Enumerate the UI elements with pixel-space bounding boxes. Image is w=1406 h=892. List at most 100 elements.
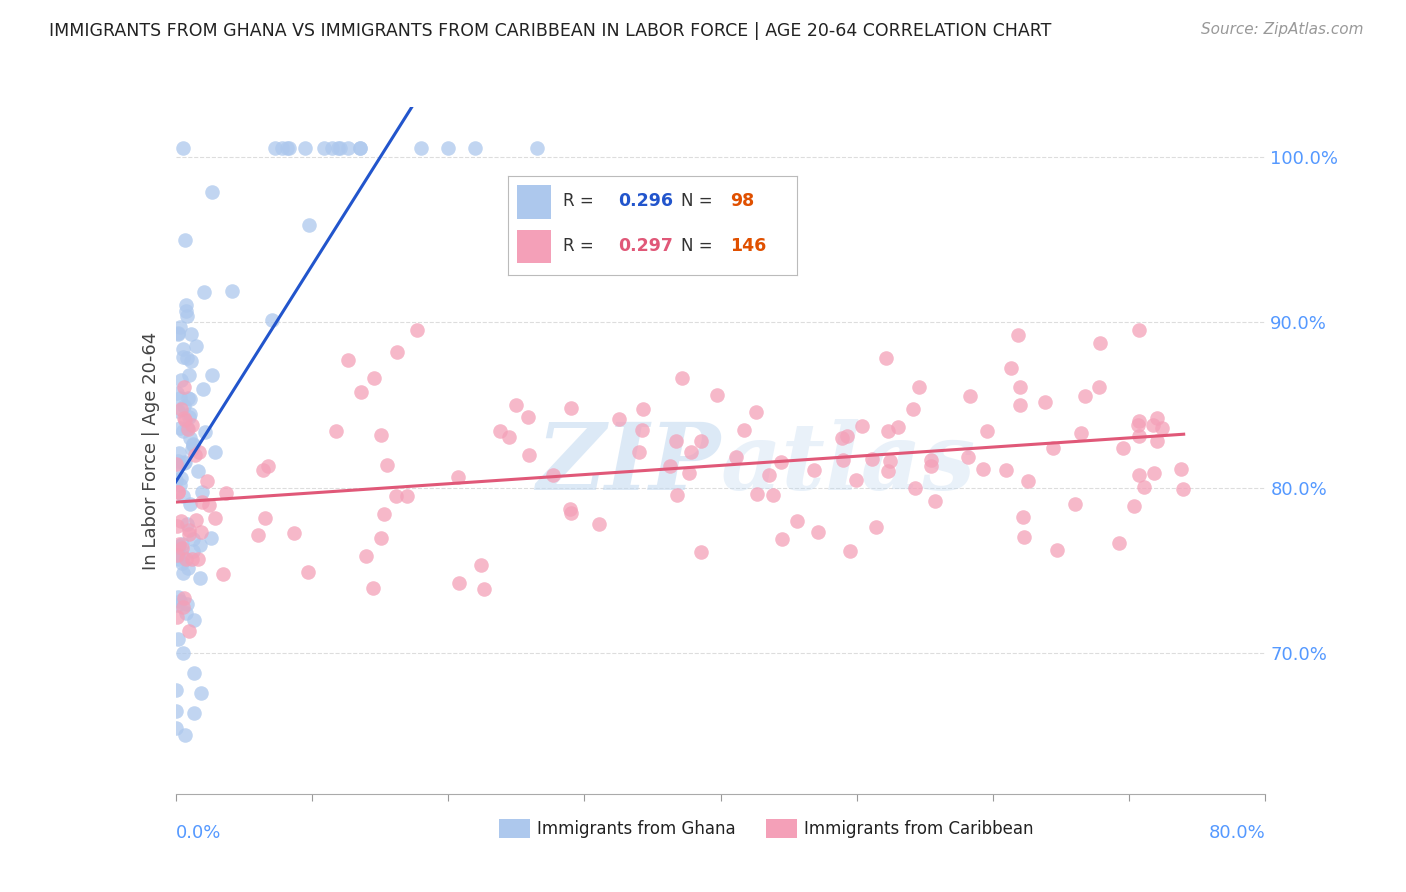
Point [181, 552, 204, 566]
Text: 0.297: 0.297 [617, 237, 672, 255]
Text: N =: N = [682, 192, 718, 211]
Point [517, 448, 540, 462]
Point [1112, 441, 1135, 455]
Point [679, 445, 702, 459]
Point [167, 326, 190, 340]
Point [924, 494, 946, 508]
Point [678, 467, 700, 481]
Point [769, 455, 792, 469]
Point [172, 566, 194, 581]
Point [180, 442, 202, 456]
Point [167, 539, 190, 553]
Point [173, 591, 195, 605]
Point [526, 141, 548, 155]
Point [183, 665, 205, 680]
Point [167, 485, 190, 500]
Point [252, 463, 274, 477]
Point [179, 368, 201, 382]
Point [188, 571, 211, 585]
Point [370, 427, 392, 442]
Point [188, 537, 211, 551]
Point [166, 454, 188, 468]
Point [1074, 389, 1097, 403]
Point [165, 682, 187, 697]
Point [173, 456, 195, 470]
Point [851, 419, 873, 434]
Point [558, 502, 581, 516]
Point [995, 463, 1018, 477]
Point [607, 411, 630, 425]
Point [464, 141, 486, 155]
Point [772, 532, 794, 546]
Point [920, 452, 942, 467]
Point [865, 520, 887, 534]
Point [200, 532, 222, 546]
Point [758, 467, 780, 482]
Point [321, 141, 343, 155]
Point [350, 385, 373, 400]
Point [505, 398, 527, 412]
Point [839, 543, 862, 558]
Text: R =: R = [562, 192, 599, 211]
Point [169, 320, 191, 334]
Point [449, 575, 471, 590]
Point [179, 392, 201, 406]
Point [488, 424, 510, 438]
Point [385, 344, 408, 359]
Text: 146: 146 [731, 237, 766, 255]
Point [361, 582, 384, 596]
Point [762, 488, 785, 502]
Point [447, 470, 470, 484]
Point [472, 582, 495, 596]
Point [329, 141, 352, 155]
Point [786, 515, 808, 529]
Point [803, 463, 825, 477]
Point [172, 489, 194, 503]
Point [221, 285, 243, 299]
Point [176, 421, 198, 435]
Text: R =: R = [562, 237, 599, 255]
Point [254, 511, 277, 525]
Point [745, 405, 768, 419]
Point [170, 402, 193, 417]
Point [837, 428, 859, 442]
Point [1122, 499, 1144, 513]
Text: N =: N = [682, 237, 718, 255]
Point [204, 510, 226, 524]
Point [180, 418, 202, 433]
Point [370, 532, 392, 546]
Point [470, 558, 492, 572]
Point [877, 464, 900, 478]
Point [166, 548, 188, 562]
Point [588, 516, 610, 531]
Point [173, 234, 195, 248]
Point [1046, 542, 1069, 557]
Point [627, 445, 650, 459]
Point [337, 141, 360, 155]
Point [165, 704, 187, 718]
Point [169, 594, 191, 608]
Point [172, 141, 194, 155]
Point [167, 632, 190, 647]
Point [179, 409, 201, 424]
Point [498, 430, 520, 444]
Point [297, 566, 319, 580]
Point [167, 404, 190, 418]
Point [903, 401, 925, 416]
Point [706, 387, 728, 401]
Text: IMMIGRANTS FROM GHANA VS IMMIGRANTS FROM CARIBBEAN IN LABOR FORCE | AGE 20-64 CO: IMMIGRANTS FROM GHANA VS IMMIGRANTS FROM… [49, 22, 1052, 40]
Point [165, 473, 187, 487]
Point [1008, 398, 1031, 412]
Point [832, 453, 855, 467]
Point [903, 481, 925, 495]
Point [1150, 420, 1173, 434]
Point [201, 185, 224, 199]
Point [173, 410, 195, 425]
Point [1090, 335, 1112, 350]
Point [172, 599, 194, 614]
Point [186, 338, 208, 352]
Point [658, 458, 681, 473]
Point [1014, 530, 1036, 544]
Point [179, 431, 201, 445]
Point [180, 354, 202, 368]
